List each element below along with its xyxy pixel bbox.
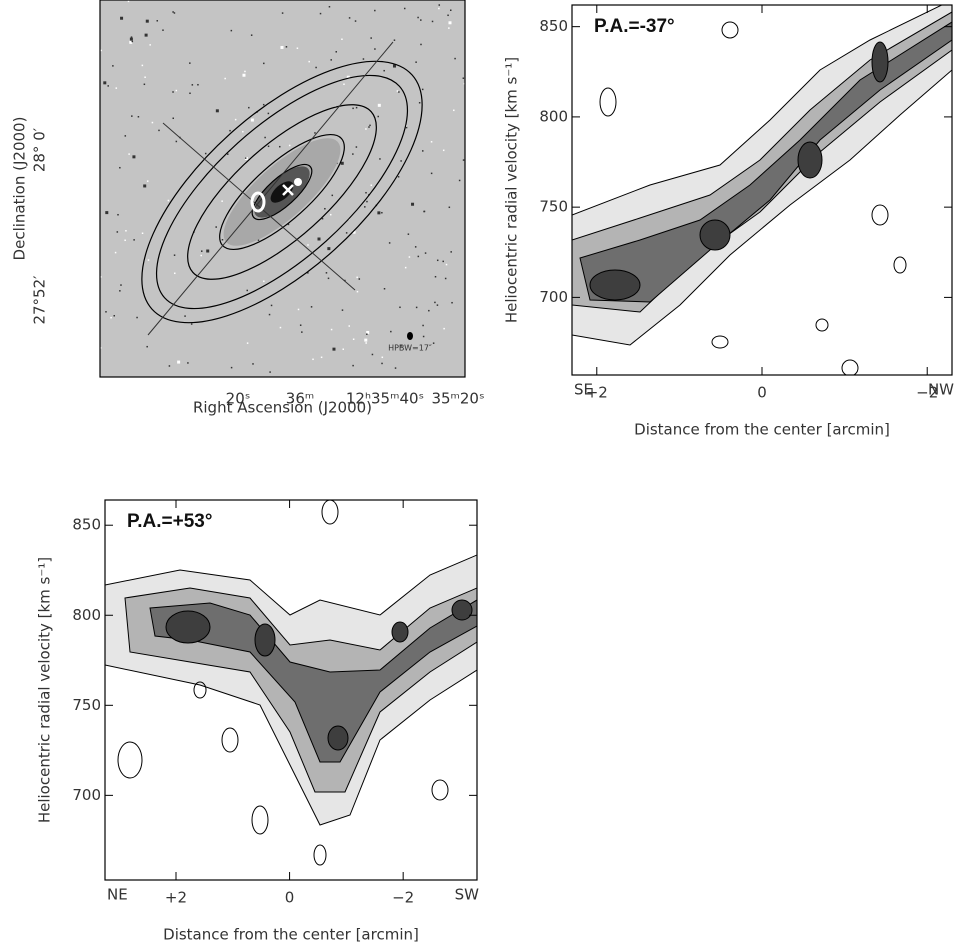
y-axis-label: Heliocentric radial velocity [km s⁻¹]	[36, 557, 54, 823]
sky-image	[100, 0, 465, 377]
y-tick-label: 700	[539, 288, 568, 306]
x-axis-label: Right Ascension (J2000)	[193, 399, 372, 417]
annotation: HPBW=17″	[388, 344, 432, 353]
y-tick-label: 700	[72, 786, 101, 804]
y-tick-label: 28° 0′	[31, 127, 49, 172]
y-tick-label: 800	[539, 107, 568, 125]
panel-title: P.A.=-37°	[594, 16, 675, 37]
x-tick-label: 0	[757, 384, 767, 402]
x-tick-label: +2	[586, 384, 608, 402]
y-tick-label: 750	[72, 696, 101, 714]
x-tick-label: 0	[285, 889, 295, 907]
x-end-label: SE	[574, 381, 593, 399]
y-tick-label: 750	[539, 198, 568, 216]
x-axis-label: Distance from the center [arcmin]	[634, 421, 890, 439]
y-axis-label: Heliocentric radial velocity [km s⁻¹]	[503, 57, 521, 323]
x-tick-label: −2	[392, 889, 414, 907]
frame	[99, 0, 466, 378]
y-tick-label: 800	[72, 606, 101, 624]
y-tick-label: 27°52′	[31, 275, 49, 325]
x-end-label: NW	[928, 381, 954, 399]
x-end-label: SW	[455, 886, 480, 904]
x-tick-label: +2	[165, 889, 187, 907]
y-tick-label: 850	[539, 17, 568, 35]
x-tick-label: 12ʰ35ᵐ40ˢ	[346, 390, 424, 408]
frame	[104, 499, 478, 881]
x-tick-label: −2	[916, 384, 938, 402]
y-axis-label: Declination (J2000)	[11, 117, 29, 261]
pv-contours	[105, 500, 477, 866]
panel-title: P.A.=+53°	[127, 511, 212, 532]
x-axis-label: Distance from the center [arcmin]	[163, 926, 419, 944]
y-tick-label: 850	[72, 516, 101, 534]
x-tick-label: 35ᵐ20ˢ	[431, 390, 484, 408]
x-tick-label: 20ˢ	[226, 390, 251, 408]
pv-contours	[572, 5, 952, 375]
x-end-label: NE	[107, 886, 128, 904]
x-tick-label: 36ᵐ	[286, 390, 314, 408]
